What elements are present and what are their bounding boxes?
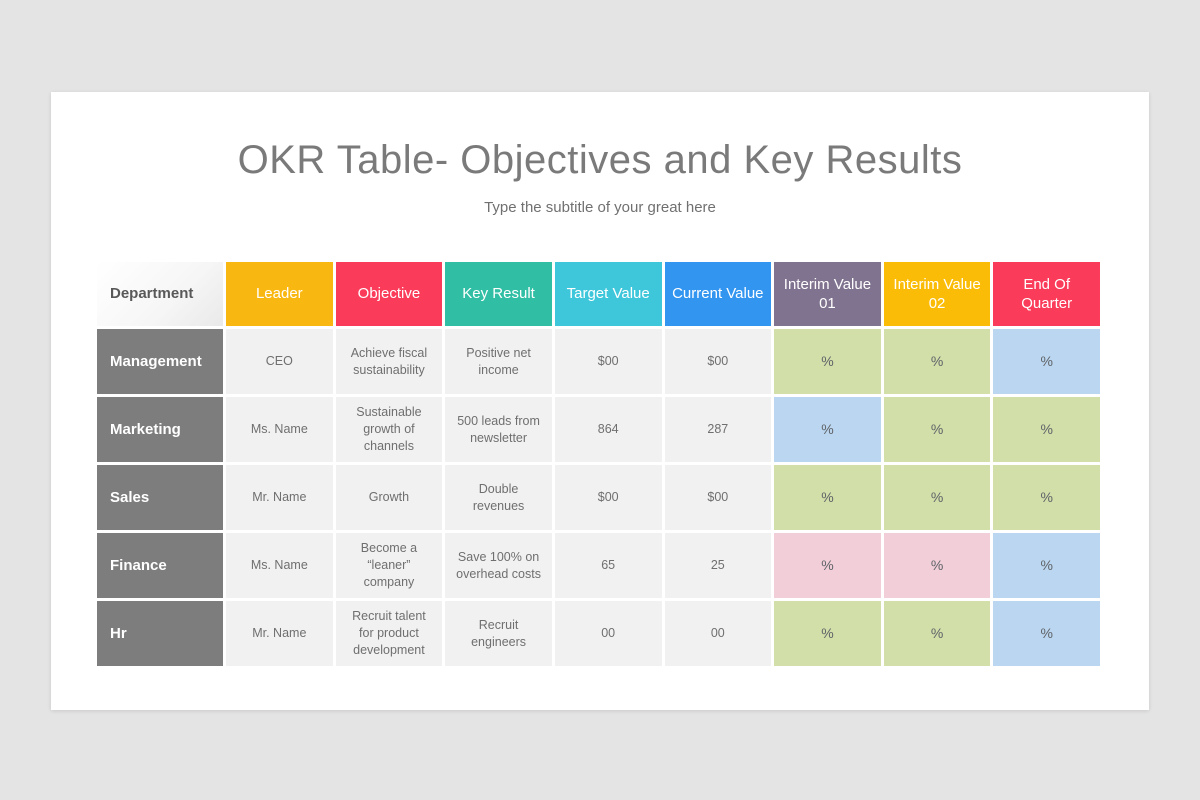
leader-cell: CEO xyxy=(226,329,333,394)
objective-cell: Growth xyxy=(335,465,443,530)
current-value-cell: $00 xyxy=(664,329,772,394)
column-header-key-result: Key Result xyxy=(445,262,552,326)
column-header-objective: Objective xyxy=(335,262,443,326)
current-value-cell: 287 xyxy=(664,397,772,462)
key-result-cell: Save 100% on overhead costs xyxy=(445,533,552,598)
interim-value-01-cell: % xyxy=(774,533,881,598)
leader-cell: Mr. Name xyxy=(226,601,333,666)
end-of-quarter-cell: % xyxy=(993,465,1100,530)
interim-value-01-cell: % xyxy=(774,329,881,394)
column-header-interim-value-02: Interim Value 02 xyxy=(883,262,991,326)
leader-cell: Ms. Name xyxy=(226,533,333,598)
department-cell: Sales xyxy=(97,465,223,530)
slide: OKR Table- Objectives and Key Results Ty… xyxy=(51,92,1149,710)
key-result-cell: Positive net income xyxy=(445,329,552,394)
target-value-cell: 65 xyxy=(554,533,662,598)
key-result-cell: Double revenues xyxy=(445,465,552,530)
interim-value-02-cell: % xyxy=(883,397,991,462)
key-result-cell: 500 leads from newsletter xyxy=(445,397,552,462)
column-header-target-value: Target Value xyxy=(554,262,662,326)
interim-value-02-cell: % xyxy=(883,601,991,666)
page-title: OKR Table- Objectives and Key Results xyxy=(237,138,963,182)
department-cell: Marketing xyxy=(97,397,223,462)
interim-value-02-cell: % xyxy=(883,465,991,530)
key-result-cell: Recruit engineers xyxy=(445,601,552,666)
department-cell: Hr xyxy=(97,601,223,666)
objective-cell: Sustainable growth of channels xyxy=(335,397,443,462)
target-value-cell: $00 xyxy=(554,465,662,530)
end-of-quarter-cell: % xyxy=(993,533,1100,598)
interim-value-02-cell: % xyxy=(883,533,991,598)
end-of-quarter-cell: % xyxy=(993,329,1100,394)
current-value-cell: $00 xyxy=(664,465,772,530)
interim-value-01-cell: % xyxy=(774,601,881,666)
column-header-department: Department xyxy=(97,262,223,326)
department-cell: Finance xyxy=(97,533,223,598)
objective-cell: Become a “leaner” company xyxy=(335,533,443,598)
column-header-leader: Leader xyxy=(226,262,333,326)
current-value-cell: 25 xyxy=(664,533,772,598)
leader-cell: Mr. Name xyxy=(226,465,333,530)
target-value-cell: 864 xyxy=(554,397,662,462)
target-value-cell: $00 xyxy=(554,329,662,394)
interim-value-02-cell: % xyxy=(883,329,991,394)
end-of-quarter-cell: % xyxy=(993,397,1100,462)
interim-value-01-cell: % xyxy=(774,397,881,462)
current-value-cell: 00 xyxy=(664,601,772,666)
column-header-end-of-quarter: End Of Quarter xyxy=(993,262,1100,326)
objective-cell: Achieve fiscal sustainability xyxy=(335,329,443,394)
target-value-cell: 00 xyxy=(554,601,662,666)
interim-value-01-cell: % xyxy=(774,465,881,530)
leader-cell: Ms. Name xyxy=(226,397,333,462)
page-subtitle: Type the subtitle of your great here xyxy=(484,199,716,216)
objective-cell: Recruit talent for product development xyxy=(335,601,443,666)
end-of-quarter-cell: % xyxy=(993,601,1100,666)
okr-table: Department Leader Objective Key Result T… xyxy=(97,262,1100,666)
department-cell: Management xyxy=(97,329,223,394)
column-header-current-value: Current Value xyxy=(664,262,772,326)
column-header-interim-value-01: Interim Value 01 xyxy=(774,262,881,326)
